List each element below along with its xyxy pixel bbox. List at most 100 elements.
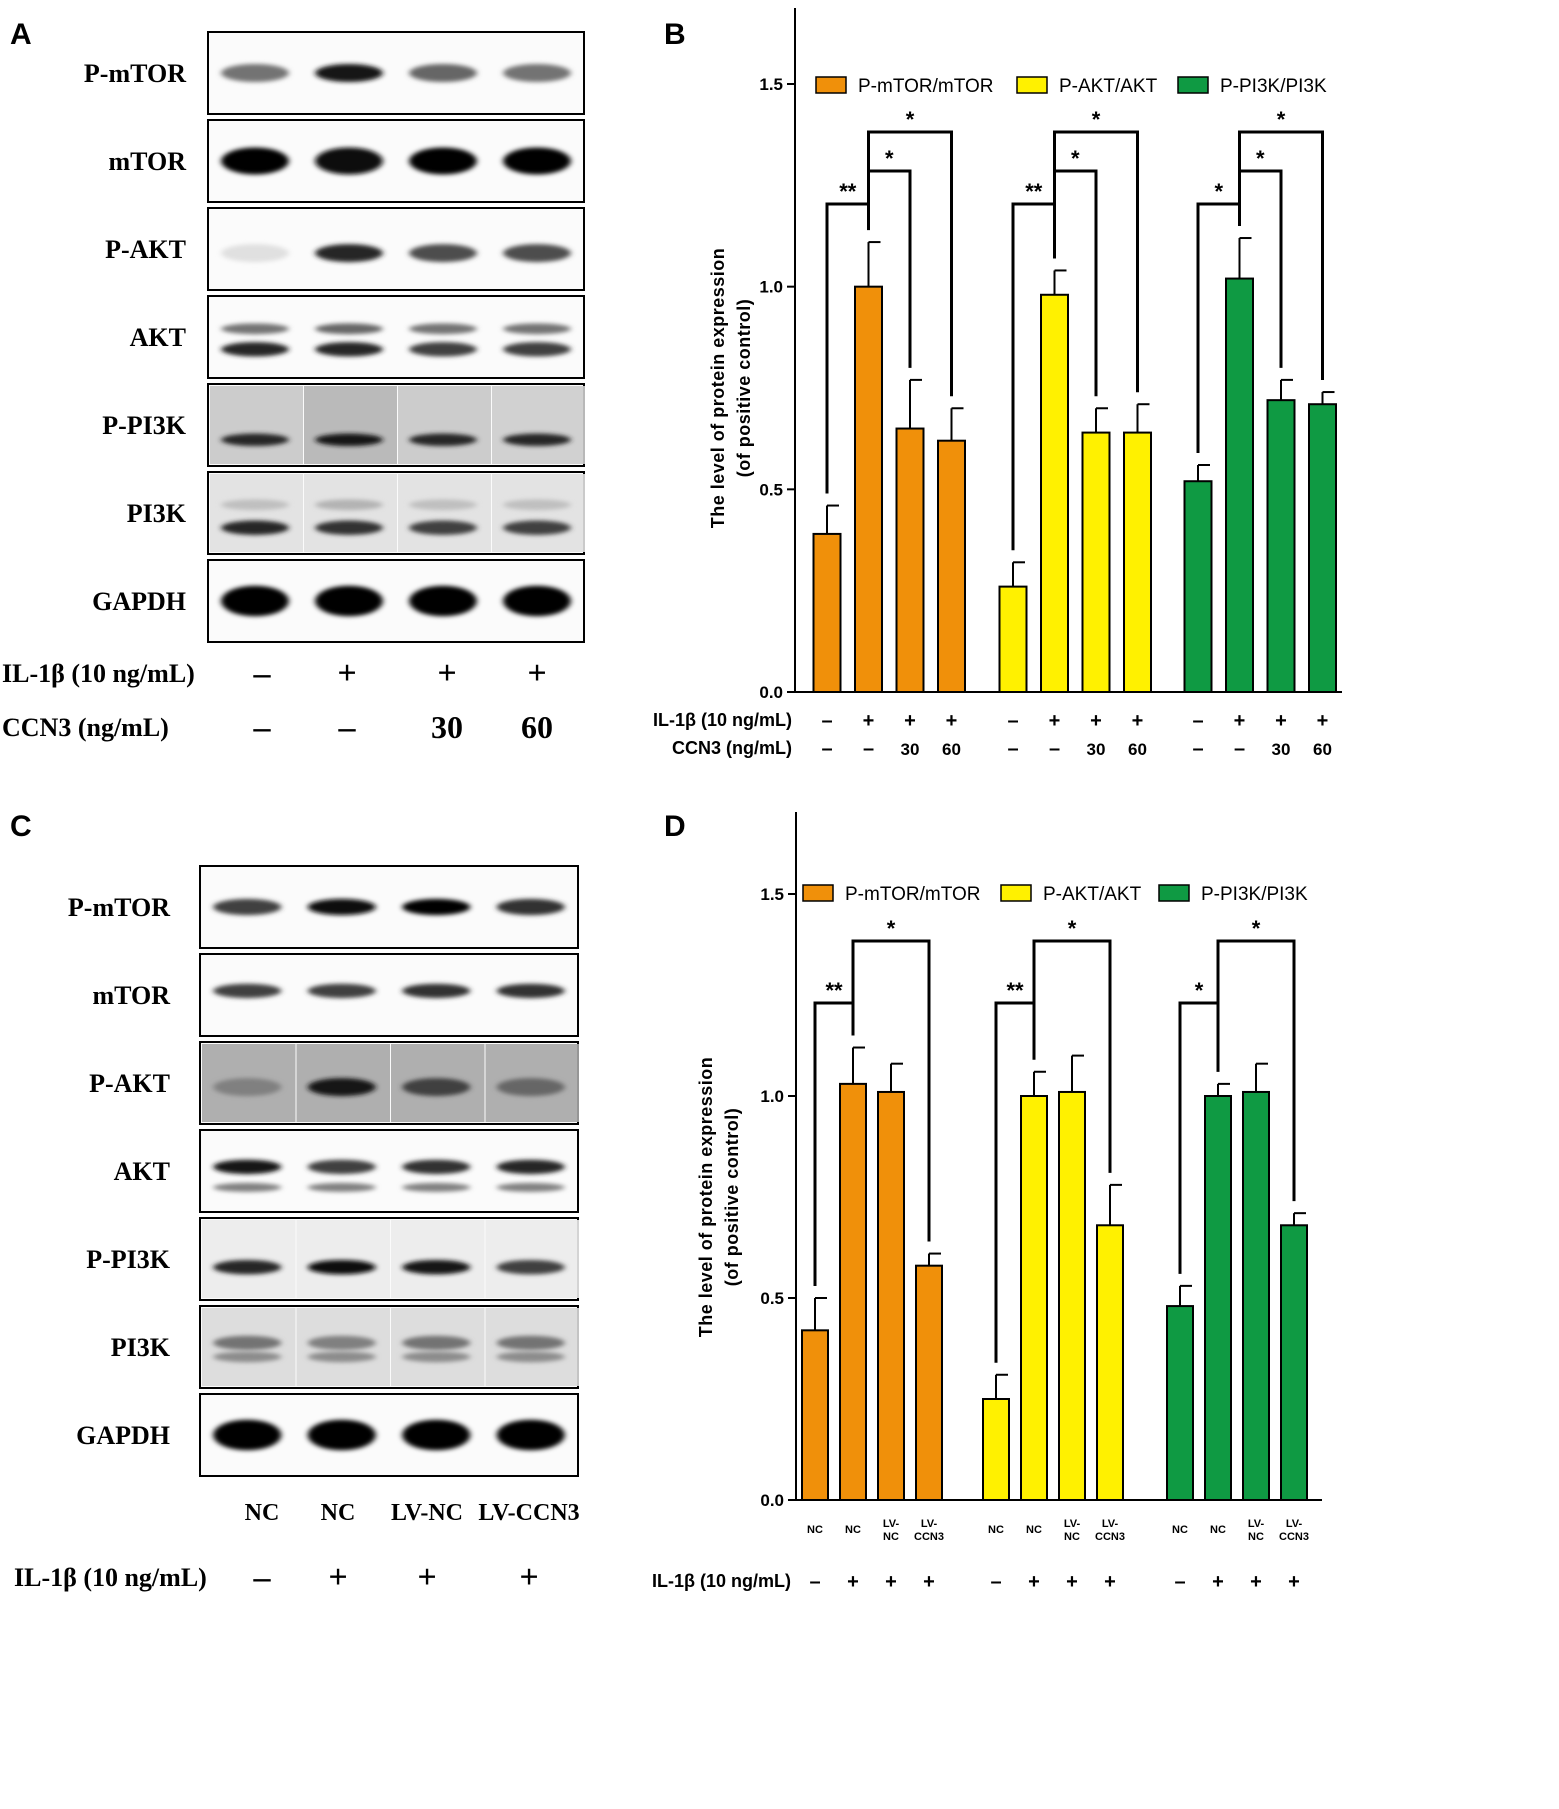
y-axis-label: (of positive control) xyxy=(722,1108,742,1287)
bar-series: ** xyxy=(1166,916,1308,1502)
bar xyxy=(1242,1090,1270,1501)
condition-value: + xyxy=(1104,1571,1116,1593)
bar xyxy=(1225,277,1254,693)
bar xyxy=(937,439,966,693)
protein-band xyxy=(503,64,571,82)
significance-bracket xyxy=(867,130,953,397)
blot-label: P-AKT xyxy=(105,235,186,264)
bar-series: **** xyxy=(812,107,966,693)
panel-b-bar-chart: B 0.0 0.5 1.0 1.5 The level of protein expres… xyxy=(653,8,1342,760)
blot-label: P-PI3K xyxy=(86,1245,171,1274)
condition-label: IL-1β (10 ng/mL) xyxy=(14,1563,207,1592)
condition-value: + xyxy=(1250,1571,1262,1593)
x-category-label: LV- xyxy=(1064,1518,1081,1530)
condition-value: – xyxy=(821,710,832,732)
protein-band xyxy=(315,147,383,175)
bar xyxy=(1040,293,1069,693)
y-tick-label: 1.5 xyxy=(759,75,783,94)
blot-strip: GAPDH xyxy=(92,559,585,643)
protein-band xyxy=(503,147,571,175)
blot-strip: mTOR xyxy=(92,953,579,1037)
condition-value: – xyxy=(1007,710,1018,732)
protein-band xyxy=(213,983,282,999)
x-category-label: NC xyxy=(1172,1524,1188,1536)
blot-strip: mTOR xyxy=(108,119,585,203)
x-category-label: LV- xyxy=(921,1518,938,1530)
condition-value: + xyxy=(904,710,916,732)
x-category-label: LV- xyxy=(1102,1518,1119,1530)
condition-value: 60 xyxy=(1128,740,1147,759)
protein-band xyxy=(402,1419,471,1451)
condition-value: – xyxy=(1192,710,1203,732)
protein-band xyxy=(221,499,289,511)
significance-label: * xyxy=(1068,916,1077,941)
bar xyxy=(1081,431,1111,693)
blot-background xyxy=(398,386,491,464)
legend-swatch xyxy=(1177,76,1209,94)
protein-band xyxy=(409,499,477,511)
lane-label: LV-CCN3 xyxy=(478,1500,579,1526)
protein-band xyxy=(213,1351,282,1363)
blot-background xyxy=(202,1220,296,1298)
panel-c-western-blot: C P-mTOR mTOR P-AKT AKT P-PI3K PI3K GAPDH NC NC LV… xyxy=(10,810,580,1596)
panel-a-western-blot: A P-mTOR mTOR P-AKT AKT P-PI3K PI3K GAPDH IL-1β … xyxy=(2,18,585,746)
protein-band xyxy=(213,1335,282,1351)
condition-value: + xyxy=(946,710,958,732)
significance-label: * xyxy=(1092,107,1101,132)
protein-band xyxy=(402,1335,471,1351)
bar-series: *** xyxy=(1183,107,1337,693)
condition-value: – xyxy=(863,738,874,760)
protein-band xyxy=(213,898,282,916)
condition-value: + xyxy=(1028,1571,1040,1593)
protein-band xyxy=(307,898,376,916)
protein-band xyxy=(315,323,383,335)
significance-bracket xyxy=(1238,130,1324,381)
legend-swatch xyxy=(802,884,834,902)
bar-series: *** xyxy=(801,916,943,1502)
lane-label: NC xyxy=(321,1500,356,1526)
blot-strip: AKT xyxy=(114,1129,579,1213)
protein-band xyxy=(213,1078,282,1097)
protein-band xyxy=(315,433,383,447)
condition-value: – xyxy=(253,709,272,746)
bar xyxy=(1183,480,1213,693)
blot-background xyxy=(391,1220,485,1298)
condition-value: 30 xyxy=(431,709,463,745)
significance-label: ** xyxy=(1025,179,1043,204)
blot-background xyxy=(398,474,491,552)
protein-band xyxy=(307,1159,376,1175)
protein-band xyxy=(315,244,383,263)
protein-band xyxy=(496,1351,565,1363)
significance-bracket xyxy=(994,1001,1036,1363)
significance-bracket xyxy=(1178,1001,1220,1274)
condition-value: 30 xyxy=(1087,740,1106,759)
significance-label: * xyxy=(1071,146,1080,171)
bar xyxy=(1123,431,1152,693)
significance-label: ** xyxy=(825,978,843,1003)
condition-value: + xyxy=(923,1571,935,1593)
blot-label: AKT xyxy=(130,323,186,352)
blot-strip: P-mTOR xyxy=(84,31,585,115)
protein-band xyxy=(409,585,477,617)
significance-label: * xyxy=(1277,107,1286,132)
condition-value: – xyxy=(1234,738,1245,760)
protein-band xyxy=(496,1159,565,1175)
bar xyxy=(982,1398,1010,1501)
x-category-label: CCN3 xyxy=(1095,1531,1125,1543)
condition-value: + xyxy=(1234,710,1246,732)
blot-label: P-PI3K xyxy=(102,411,187,440)
significance-bracket xyxy=(1032,939,1112,1173)
blot-strip: PI3K xyxy=(127,471,585,555)
x-category-label: NC xyxy=(1210,1524,1226,1536)
bar xyxy=(801,1329,829,1501)
condition-value: + xyxy=(328,1559,347,1596)
bar xyxy=(1058,1090,1086,1501)
significance-bracket xyxy=(1216,939,1296,1202)
significance-bracket xyxy=(1011,202,1056,551)
significance-bracket xyxy=(1053,130,1139,393)
significance-label: * xyxy=(1252,916,1261,941)
significance-bracket xyxy=(813,1001,855,1286)
condition-label: CCN3 (ng/mL) xyxy=(2,713,169,742)
panel-letter: C xyxy=(10,810,32,843)
legend-swatch xyxy=(1158,884,1190,902)
